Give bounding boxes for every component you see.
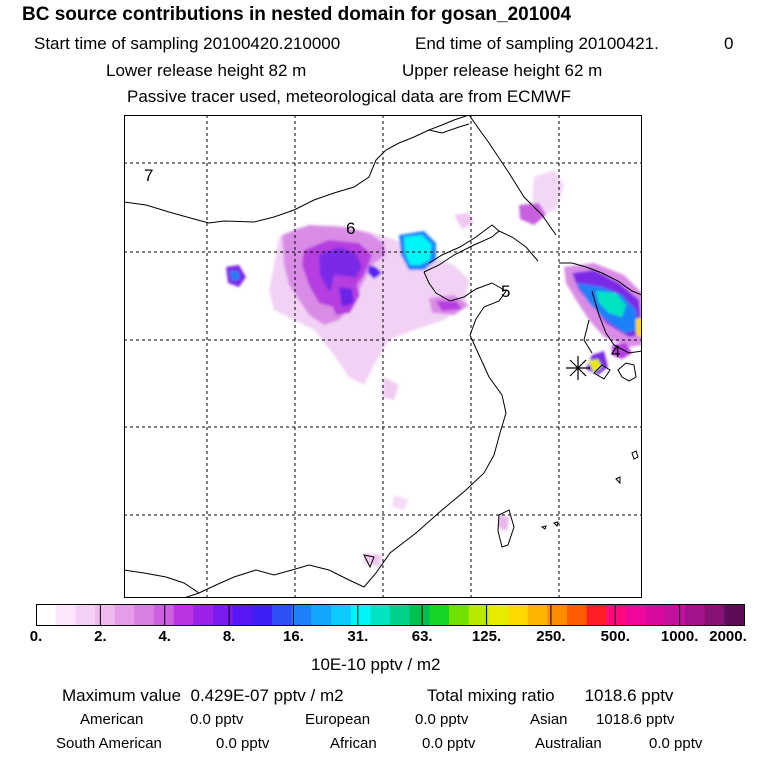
region-name-south-american: South American: [56, 735, 162, 752]
region-name-american: American: [80, 711, 144, 728]
colorbar-swatch: [508, 604, 529, 625]
tracer-note: Passive tracer used, meteorological data…: [127, 87, 572, 106]
colorbar-swatch: [154, 604, 175, 625]
colorbar-tick-label: 2000.: [709, 628, 747, 645]
colorbar-swatch: [390, 604, 411, 625]
upper-release-height: Upper release height 62 m: [402, 61, 603, 80]
colorbar-swatch: [350, 604, 371, 625]
lower-release-height: Lower release height 82 m: [106, 61, 307, 80]
colorbar-swatch: [547, 604, 568, 625]
colorbar-swatch: [429, 604, 450, 625]
colorbar-swatch: [409, 604, 430, 625]
colorbar-swatch: [704, 604, 725, 625]
colorbar-swatch: [645, 604, 666, 625]
colorbar-swatch: [586, 604, 607, 625]
colorbar: [36, 604, 745, 626]
colorbar-swatch: [213, 604, 234, 625]
colorbar-swatch: [193, 604, 214, 625]
colorbar-swatch: [252, 604, 273, 625]
map-label-5: 5: [501, 282, 510, 301]
region-value-european: 0.0 pptv: [415, 711, 469, 728]
colorbar-swatch: [232, 604, 253, 625]
receptor-marker-icon: [566, 356, 590, 380]
colorbar-tick-label: 4.: [158, 628, 171, 645]
colorbar-tick-label: 1000.: [660, 628, 699, 645]
colorbar-swatch: [685, 604, 706, 625]
colorbar-swatch: [488, 604, 509, 625]
coastlines: [124, 115, 642, 598]
colorbar-swatch: [114, 604, 135, 625]
region-value-african: 0.0 pptv: [422, 735, 476, 752]
concentration-field: [226, 170, 642, 567]
colorbar-swatch: [606, 604, 627, 625]
map-frame: [124, 115, 642, 598]
map-label-7: 7: [144, 166, 153, 185]
colorbar-swatch: [291, 604, 312, 625]
colorbar-tick-label: 31.: [347, 628, 369, 645]
colorbar-swatch: [55, 604, 76, 625]
region-name-australian: Australian: [535, 735, 602, 752]
colorbar-swatch: [311, 604, 332, 625]
colorbar-tick-label: 500.: [600, 628, 630, 645]
total-mixing-value: 1018.6 pptv: [584, 686, 674, 705]
colorbar-tick-label: 63.: [411, 628, 433, 645]
max-value-line: Maximum value 0.429E-07 pptv / m2: [62, 686, 344, 706]
colorbar-swatch: [134, 604, 155, 625]
region-value-south-american: 0.0 pptv: [216, 735, 270, 752]
colorbar-swatch: [468, 604, 489, 625]
colorbar-swatch: [527, 604, 548, 625]
colorbar-tick-label: 125.: [471, 628, 502, 645]
region-name-african: African: [330, 735, 377, 752]
map-panel: 7 6 5 4: [124, 115, 642, 598]
colorbar-tick-label: 2.: [94, 628, 107, 645]
colorbar-swatch: [567, 604, 588, 625]
colorbar-swatch: [95, 604, 116, 625]
colorbar-swatch: [626, 604, 647, 625]
colorbar-swatch: [173, 604, 194, 625]
colorbar-swatch: [75, 604, 96, 625]
colorbar-units: 10E-10 pptv / m2: [311, 655, 441, 674]
colorbar-tick-label: 16.: [283, 628, 304, 645]
region-name-asian: Asian: [530, 711, 568, 728]
map-label-6: 6: [346, 219, 355, 238]
colorbar-swatch: [665, 604, 686, 625]
start-time-label: Start time of sampling 20100420.210000: [34, 34, 341, 53]
end-time-label: End time of sampling 20100421.: [415, 34, 659, 53]
total-mixing-line: Total mixing ratio 1018.6 pptv: [427, 686, 673, 706]
colorbar-swatch: [449, 604, 470, 625]
plot-title: BC source contributions in nested domain…: [22, 4, 572, 25]
total-mixing-label: Total mixing ratio: [427, 686, 555, 705]
colorbar-swatch: [36, 604, 57, 625]
region-value-australian: 0.0 pptv: [649, 735, 703, 752]
end-time-suffix: 0: [724, 34, 734, 53]
region-value-asian: 1018.6 pptv: [596, 711, 675, 728]
colorbar-tick-label: 0.: [29, 628, 43, 645]
colorbar-tick-label: 250.: [536, 628, 566, 645]
lat-lon-grid: [124, 115, 642, 598]
region-name-european: European: [305, 711, 371, 728]
max-value: 0.429E-07 pptv / m2: [190, 686, 344, 705]
colorbar-swatch: [272, 604, 293, 625]
region-value-american: 0.0 pptv: [190, 711, 244, 728]
colorbar-swatch: [331, 604, 352, 625]
map-label-4: 4: [611, 342, 620, 361]
colorbar-tick-label: 8.: [222, 628, 236, 645]
colorbar-swatch: [370, 604, 391, 625]
colorbar-swatch: [724, 604, 745, 625]
max-value-label: Maximum value: [62, 686, 182, 705]
